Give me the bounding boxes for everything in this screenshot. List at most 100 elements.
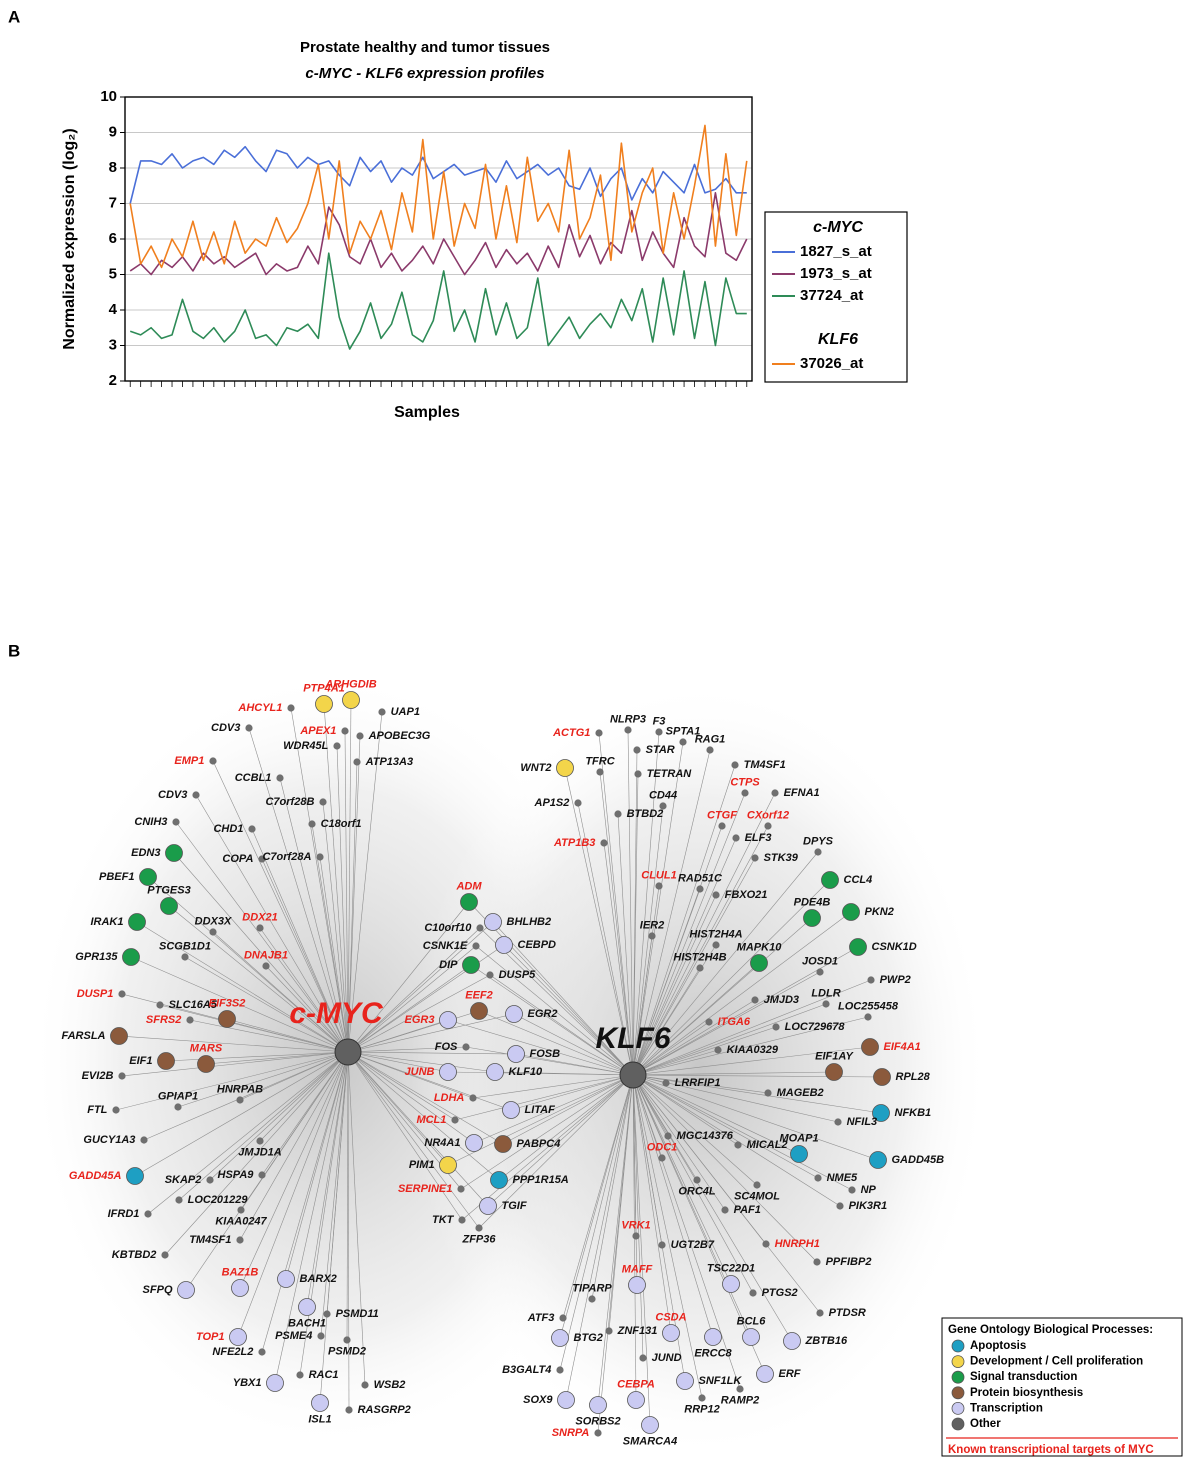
edge: [632, 857, 756, 1076]
edge: [470, 964, 634, 1076]
edge: [632, 851, 819, 1076]
gene-label: SFPQ: [143, 1284, 173, 1296]
edge: [632, 1074, 739, 1146]
edge: [632, 1074, 818, 1263]
gene-dot: [764, 822, 772, 830]
edge: [226, 1018, 349, 1053]
edge: [347, 1051, 480, 1229]
gene-node: [465, 1134, 483, 1152]
gene-node: [495, 936, 513, 954]
legend-dot: [951, 1339, 965, 1353]
gene-label: CDV3: [158, 789, 187, 801]
edge: [632, 1074, 819, 1179]
gene-dot: [814, 1174, 822, 1182]
hub-label: c-MYC: [289, 997, 384, 1030]
panel-label: A: [8, 7, 20, 26]
edge: [285, 1051, 349, 1280]
gene-label: MCL1: [416, 1114, 446, 1126]
gene-node: [165, 844, 183, 862]
gene-dot: [834, 1118, 842, 1126]
gene-label: SFRS2: [146, 1014, 181, 1026]
series-line: [129, 252, 747, 350]
legend-label: Signal transduction: [970, 1371, 1077, 1383]
gene-label: PTGS2: [762, 1287, 798, 1299]
edge: [347, 1019, 449, 1053]
gene-node: [439, 1063, 457, 1081]
gene-node: [783, 1332, 801, 1350]
gene-node: [742, 1328, 760, 1346]
gene-label: EMP1: [174, 755, 204, 767]
edge: [632, 1074, 766, 1375]
gene-dot: [316, 853, 324, 861]
legend-group: c-MYC: [813, 219, 863, 236]
gene-node: [126, 1167, 144, 1185]
gene-label: BHLHB2: [507, 916, 552, 928]
edges: [115, 699, 883, 1434]
edge: [559, 1074, 634, 1339]
gene-label: RAG1: [695, 733, 726, 745]
gene-node: [490, 1171, 508, 1189]
gene-label: ATF3: [527, 1312, 555, 1324]
edge: [347, 1051, 456, 1121]
gene-dot: [771, 789, 779, 797]
plot-frame: [124, 96, 753, 382]
gene-node: [557, 1391, 575, 1409]
edge: [632, 1016, 869, 1076]
edge: [347, 735, 361, 1053]
gene-dot: [556, 1366, 564, 1374]
gene-node: [505, 1005, 523, 1023]
gene-label: ISL1: [308, 1413, 331, 1425]
gene-label: SLC16A5: [169, 999, 218, 1011]
edge: [164, 1051, 349, 1256]
gene-label: MARS: [190, 1042, 223, 1054]
gene-dot: [588, 1295, 596, 1303]
edge: [632, 1074, 841, 1207]
gene-dot: [664, 1132, 672, 1140]
gene-label: PIK3R1: [849, 1200, 888, 1212]
gene-dot: [741, 789, 749, 797]
gene-node: [197, 1055, 215, 1073]
edge: [454, 1074, 634, 1121]
gene-label: LRRFIP1: [675, 1077, 721, 1089]
gene-dot: [262, 962, 270, 970]
gene-label: APEX1: [299, 725, 336, 737]
gene-node: [849, 938, 867, 956]
gene-label: JMJD1A: [238, 1147, 281, 1159]
gene-label: TGIF: [502, 1200, 527, 1212]
gene-label: ATP1B3: [553, 837, 595, 849]
gene-node: [229, 1328, 247, 1346]
gene-label: STK39: [764, 852, 799, 864]
edge: [212, 760, 349, 1053]
y-tick-label: 5: [109, 265, 117, 282]
edge: [323, 703, 349, 1053]
gene-dot: [679, 738, 687, 746]
series-line: [129, 124, 748, 269]
gene-label: MAGEB2: [777, 1087, 824, 1099]
gene-label: EGR3: [405, 1014, 435, 1026]
gene-dot: [721, 1206, 729, 1214]
edge: [347, 1051, 500, 1181]
edge: [185, 1051, 349, 1291]
edge: [279, 777, 349, 1053]
gene-label: GADD45A: [69, 1170, 122, 1182]
gene-dot: [639, 1354, 647, 1362]
gene-node: [439, 1011, 457, 1029]
gene-label: EDN3: [131, 847, 160, 859]
edge: [478, 1010, 634, 1076]
gene-node: [842, 903, 860, 921]
gene-label: PDE4B: [794, 896, 831, 908]
gene-label: CSNK1E: [423, 940, 468, 952]
edge: [347, 1051, 475, 1144]
edge: [632, 879, 831, 1076]
gene-label: EIF1AY: [815, 1050, 854, 1062]
edge: [632, 773, 639, 1076]
gene-node: [277, 1270, 295, 1288]
edge: [632, 1074, 732, 1285]
gene-node: [128, 913, 146, 931]
edge: [632, 911, 852, 1076]
gene-label: PSMD2: [328, 1346, 366, 1358]
gene-node: [266, 1374, 284, 1392]
edge: [239, 1051, 349, 1289]
gene-label: PKN2: [865, 906, 894, 918]
gene-label: ACTG1: [552, 727, 590, 739]
